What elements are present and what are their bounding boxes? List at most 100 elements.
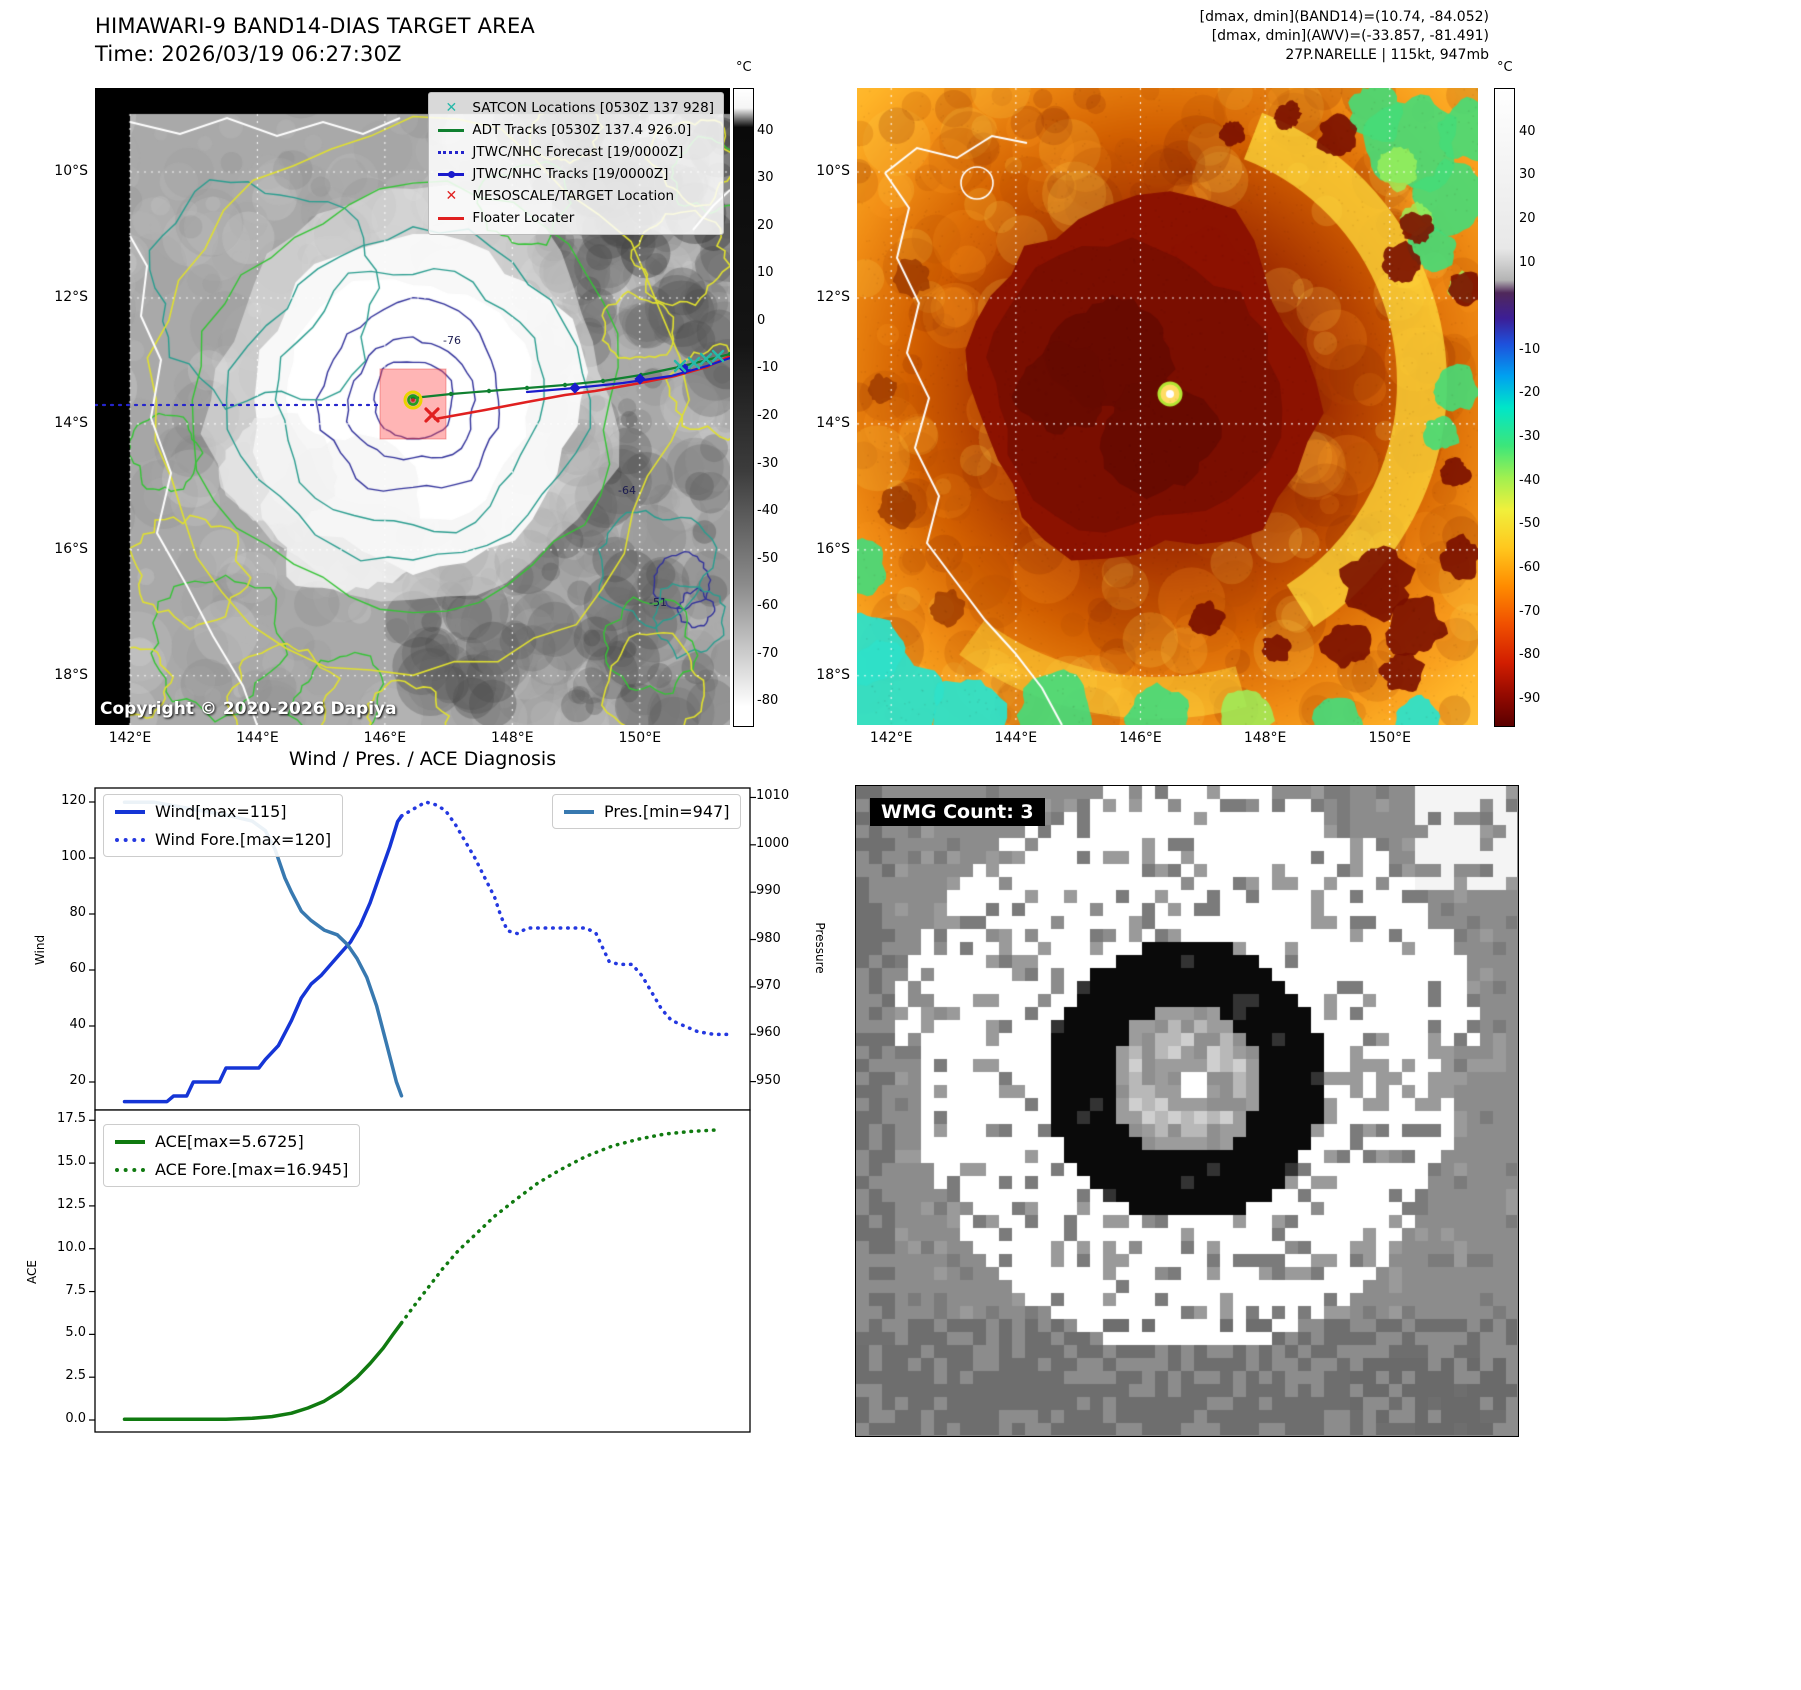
longitude-tick-label: 150°E [618, 730, 662, 746]
longitude-tick-label: 144°E [236, 730, 279, 746]
latitude-tick-label: 18°S [54, 666, 88, 683]
colorbar-tick-label: -80 [1519, 647, 1541, 663]
ace-tick-label: 10.0 [57, 1239, 86, 1255]
contour-value-label: -64 [618, 484, 636, 497]
legend-marker-x-icon: ✕ [445, 100, 458, 116]
colorbar-tick-label: 20 [1519, 210, 1536, 226]
awv-satellite-map [857, 88, 1478, 725]
latitude-tick-label: 18°S [816, 666, 850, 683]
copyright-watermark: Copyright © 2020-2026 Dapiya [100, 699, 397, 719]
series-ace-max-5-6725- [122, 1321, 404, 1421]
legend-entry: ADT Tracks [0530Z 137.4 926.0] [438, 121, 714, 140]
series-wind-max-115- [122, 814, 404, 1104]
band14-map-legend: ✕ SATCON Locations [0530Z 137 928] ADT Tra… [428, 92, 724, 235]
ace-tick-label: 7.5 [65, 1282, 86, 1298]
adt-track-point [486, 388, 492, 394]
colorbar-tick-label: 30 [1519, 167, 1536, 183]
wind-tick-label: 60 [69, 961, 86, 976]
awv-header-line-1: [dmax, dmin](BAND14)=(10.74, -84.052) [1199, 9, 1489, 25]
colorbar-tick-label: -70 [757, 645, 779, 661]
wind-tick-label: 40 [69, 1017, 86, 1032]
band14-tracks-overlay [95, 349, 730, 440]
jtwc-track-diamond-marker [569, 382, 581, 394]
legend-entry: Wind Fore.[max=120] [115, 830, 331, 849]
legend-entry: JTWC/NHC Tracks [19/0000Z] [438, 165, 714, 184]
longitude-tick-label: 148°E [1243, 730, 1287, 746]
legend-entry: Floater Locater [438, 209, 714, 228]
latitude-tick-label: 10°S [816, 163, 850, 180]
mesoscale-x-marker [424, 407, 440, 423]
adt-track-point [448, 391, 454, 397]
adt-track-point [524, 385, 530, 391]
storm-center-inner-ring [407, 394, 419, 406]
legend-entry-label: Floater Locater [472, 210, 575, 226]
ace-tick-label: 2.5 [65, 1368, 86, 1384]
legend-line-icon [115, 809, 145, 814]
pressure-tick-label: 960 [756, 1025, 781, 1041]
satcon-x-marker [711, 349, 725, 363]
satcon-x-marker [699, 352, 713, 366]
diagnosis-chart-title: Wind / Pres. / ACE Diagnosis [288, 748, 557, 770]
satcon-x-marker [687, 356, 701, 370]
pressure-legend: Pres.[min=947] [552, 794, 742, 829]
legend-entry: ✕ SATCON Locations [0530Z 137 928] [438, 99, 714, 118]
ace-tick-label: 0.0 [65, 1411, 86, 1426]
legend-entry-label: SATCON Locations [0530Z 137 928] [472, 100, 714, 116]
contour-value-label: -51 [649, 596, 667, 609]
colorbar-tick-label: -10 [757, 360, 779, 376]
wind-axis-label: Wind [33, 934, 47, 966]
legend-marker-line-icon [438, 217, 465, 220]
legend-marker-dotted-line-icon [438, 151, 465, 154]
series-ace-fore-max-16-945- [399, 1128, 723, 1325]
ace-tick-label: 12.5 [57, 1196, 86, 1212]
jtwc-track-line [525, 356, 730, 394]
band14-time-label: Time: 2026/03/19 06:27:30Z [95, 42, 402, 66]
legend-marker-line-dot-icon [438, 171, 465, 178]
colorbar-tick-label: 40 [1519, 123, 1536, 139]
pressure-tick-label: 970 [756, 977, 781, 993]
ace-axis-label: ACE [25, 1260, 39, 1284]
awv-storm-id-line: 27P.NARELLE | 115kt, 947mb [1285, 47, 1489, 63]
colorbar-tick-label: -40 [1519, 472, 1541, 488]
ace-legend: ACE[max=5.6725] ACE Fore.[max=16.945] [103, 1124, 361, 1187]
wind-tick-label: 20 [69, 1073, 86, 1088]
legend-dotted-line-icon [115, 1167, 145, 1172]
legend-entry-label: MESOSCALE/TARGET Location [472, 188, 675, 204]
colorbar-tick-label: 10 [757, 265, 774, 281]
colorbar-tick-label: -20 [757, 408, 779, 423]
pressure-tick-label: 980 [756, 930, 781, 946]
longitude-tick-label: 146°E [1119, 730, 1162, 746]
legend-line-icon [564, 809, 594, 814]
latitude-tick-label: 12°S [816, 288, 850, 305]
colorbar-tick-label: 10 [1519, 254, 1536, 270]
colorbar-tick-label: -20 [1519, 385, 1541, 401]
pressure-tick-label: 990 [756, 883, 781, 899]
latitude-tick-label: 14°S [54, 414, 88, 431]
awv-colorbar [1494, 88, 1515, 727]
legend-entry-label: JTWC/NHC Tracks [19/0000Z] [472, 166, 669, 182]
storm-center-dot [411, 398, 415, 402]
legend-entry: Wind[max=115] [115, 802, 331, 821]
longitude-tick-label: 146°E [363, 730, 407, 746]
longitude-tick-label: 150°E [1368, 730, 1412, 746]
longitude-tick-label: 142°E [869, 730, 913, 746]
legend-marker-dot-icon [448, 171, 456, 178]
ace-tick-label: 17.5 [57, 1111, 86, 1127]
colorbar-tick-label: -10 [1519, 341, 1541, 357]
adt-track-point [600, 378, 606, 384]
pressure-axis-label: Pressure [813, 922, 827, 974]
latitude-tick-label: 16°S [54, 540, 88, 557]
legend-entry-label: Pres.[min=947] [604, 802, 730, 821]
colorbar-tick-label: -40 [757, 503, 779, 519]
legend-entry-label: JTWC/NHC Forecast [19/0000Z] [472, 144, 684, 160]
band14-colorbar-unit: °C [736, 60, 752, 75]
legend-entry: ✕ MESOSCALE/TARGET Location [438, 187, 714, 206]
awv-imagery-canvas [857, 88, 1478, 725]
jtwc-track-diamond-marker [679, 363, 691, 375]
latitude-tick-label: 12°S [54, 288, 88, 305]
legend-entry-label: ACE[max=5.6725] [155, 1132, 304, 1151]
legend-line-icon [115, 1139, 145, 1144]
jtwc-track-diamond-marker [634, 373, 646, 385]
wind-tick-label: 120 [61, 793, 86, 808]
